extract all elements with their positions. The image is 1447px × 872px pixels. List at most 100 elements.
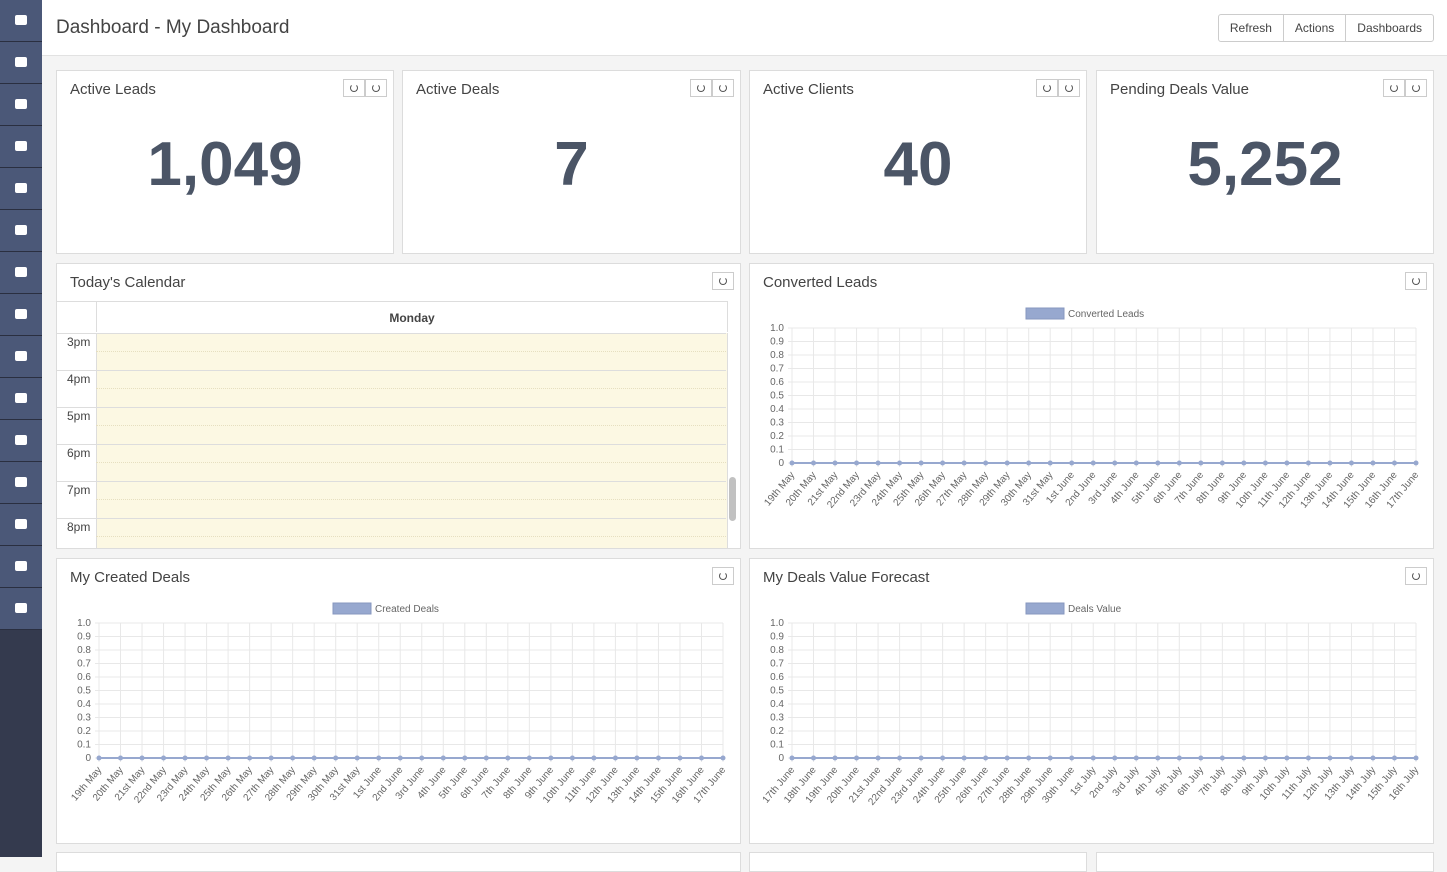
y-tick-label: 0.7 (770, 364, 784, 375)
tool-button[interactable] (1405, 567, 1427, 585)
calendar-body (96, 333, 728, 548)
nav-icon[interactable] (0, 420, 42, 462)
point (854, 755, 860, 761)
tool-button[interactable] (1058, 79, 1080, 97)
point (1026, 460, 1032, 466)
y-tick-label: 0.3 (77, 713, 91, 724)
point (677, 755, 683, 761)
card-tools (712, 567, 734, 585)
point (1305, 755, 1311, 761)
nav-icon[interactable] (0, 0, 42, 42)
point (1069, 460, 1075, 466)
tool-button[interactable] (1405, 272, 1427, 290)
stat-value: 40 (883, 130, 953, 199)
chart-card: Converted Leads 0 0.1 0.2 0.3 0.4 0.5 0.6 0.7 0.8… (749, 263, 1434, 549)
nav-icon[interactable] (0, 504, 42, 546)
card-tools (1036, 79, 1080, 97)
tool-button[interactable] (712, 79, 734, 97)
card-title: My Deals Value Forecast (763, 569, 930, 586)
card-tools (690, 79, 734, 97)
tool-button[interactable] (1405, 79, 1427, 97)
tool-button[interactable] (690, 79, 712, 97)
hour-line (57, 407, 726, 408)
y-tick-label: 0.4 (770, 699, 784, 710)
nav-icon[interactable] (0, 210, 42, 252)
stat-card: Active Clients 40 (749, 70, 1087, 254)
card-title: Active Clients (763, 81, 854, 98)
nav-icon[interactable] (0, 126, 42, 168)
point (1241, 460, 1247, 466)
point (182, 755, 188, 761)
point (1370, 755, 1376, 761)
nav-icon[interactable] (0, 294, 42, 336)
point (1348, 755, 1354, 761)
tool-button[interactable] (1036, 79, 1058, 97)
half-line (96, 536, 726, 537)
point (1176, 755, 1182, 761)
nav-icon[interactable] (0, 462, 42, 504)
nav-icon[interactable] (0, 378, 42, 420)
point (1219, 460, 1225, 466)
y-tick-label: 0 (85, 753, 91, 764)
y-tick-label: 0.7 (77, 659, 91, 670)
tool-button[interactable] (712, 567, 734, 585)
point (462, 755, 468, 761)
y-tick-label: 0.9 (770, 337, 784, 348)
legend-label: Converted Leads (1068, 309, 1144, 320)
card-tools (343, 79, 387, 97)
point (897, 755, 903, 761)
point (897, 460, 903, 466)
y-tick-label: 0.9 (77, 632, 91, 643)
point (720, 755, 726, 761)
refresh-button[interactable]: Refresh (1229, 21, 1272, 35)
point (983, 755, 989, 761)
point (1133, 755, 1139, 761)
hour-line (57, 444, 726, 445)
point (832, 755, 838, 761)
tool-button[interactable] (712, 272, 734, 290)
nav-icon[interactable] (0, 84, 42, 126)
point (118, 755, 124, 761)
day-header: Monday (96, 301, 728, 332)
stat-card: Pending Deals Value 5,252 (1096, 70, 1434, 254)
point (333, 755, 339, 761)
tool-button[interactable] (1383, 79, 1405, 97)
point (204, 755, 210, 761)
tool-button[interactable] (365, 79, 387, 97)
point (1348, 460, 1354, 466)
point (1284, 755, 1290, 761)
point (1305, 460, 1311, 466)
hour-line (57, 481, 726, 482)
y-tick-label: 0.1 (77, 740, 91, 751)
nav-icon[interactable] (0, 168, 42, 210)
y-tick-label: 0.6 (77, 672, 91, 683)
y-tick-label: 0.4 (77, 699, 91, 710)
y-tick-label: 0.3 (770, 713, 784, 724)
dashboards-button[interactable]: Dashboards (1345, 15, 1433, 41)
tool-button[interactable] (343, 79, 365, 97)
y-tick-label: 0.2 (770, 726, 784, 737)
legend-swatch (1025, 602, 1065, 615)
nav-icon[interactable] (0, 588, 42, 630)
point (1155, 755, 1161, 761)
point (397, 755, 403, 761)
y-tick-label: 0 (778, 458, 784, 469)
point (505, 755, 511, 761)
point (1112, 460, 1118, 466)
nav-icon[interactable] (0, 252, 42, 294)
nav-icon[interactable] (0, 546, 42, 588)
hour-line (57, 370, 726, 371)
point (961, 755, 967, 761)
nav-icon[interactable] (0, 42, 42, 84)
point (1026, 755, 1032, 761)
y-tick-label: 0.2 (770, 431, 784, 442)
point (268, 755, 274, 761)
y-tick-label: 0.3 (770, 418, 784, 429)
time-label: 6pm (67, 446, 91, 460)
hour-line (57, 518, 726, 519)
actions-button[interactable]: Actions (1282, 15, 1345, 41)
nav-icon[interactable] (0, 336, 42, 378)
